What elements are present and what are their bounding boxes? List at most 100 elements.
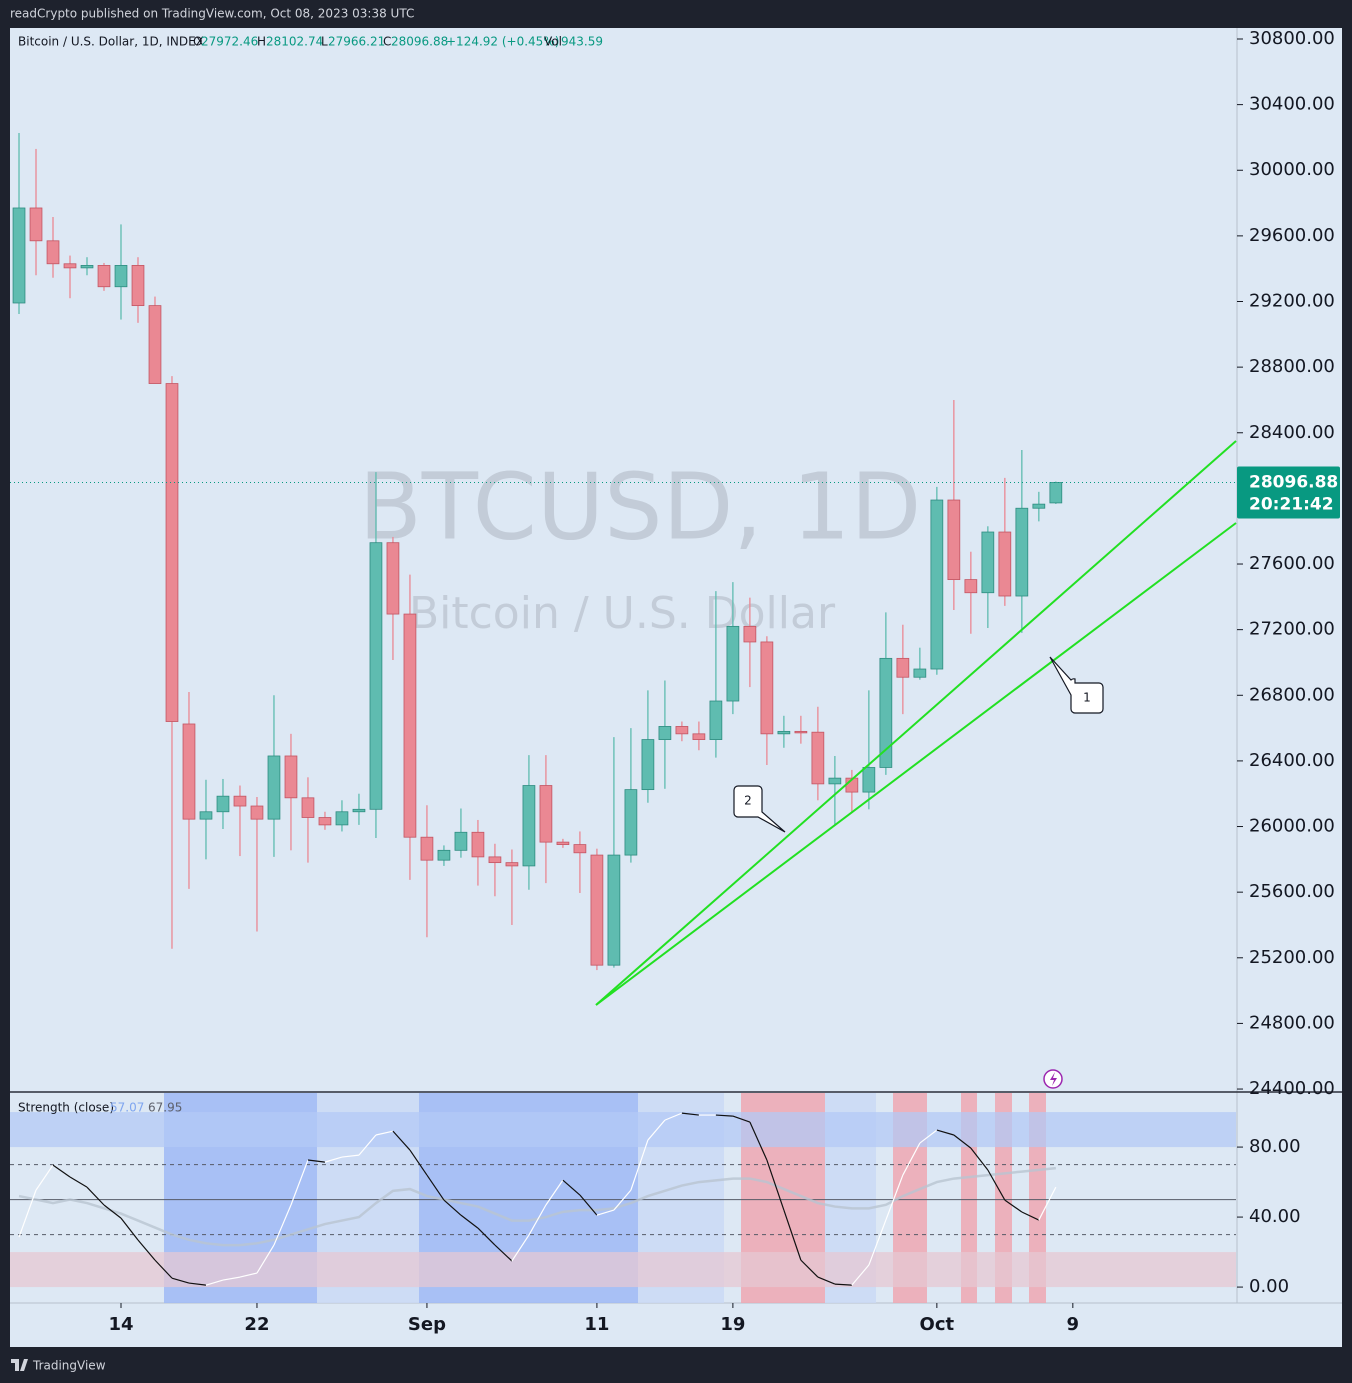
strength-segment [1038,1186,1057,1221]
band [10,1112,1236,1148]
candle-body [250,805,264,820]
strength-segment [358,1134,377,1156]
ohlc-value: 27966.21 [328,35,385,49]
x-tick-label: 11 [584,1314,609,1335]
ohlc-key: L [321,35,328,49]
strength-segment [970,1147,989,1171]
strength-segment [987,1169,1006,1201]
y-tick-label: 26800.00 [1249,684,1335,705]
trend-line [595,440,1237,1006]
x-tick-label: 14 [108,1314,133,1335]
footer-logo [11,1359,28,1371]
candle-body [488,856,502,864]
strength-segment [103,1204,122,1219]
callout-box [733,785,786,833]
y-tick-label: 29600.00 [1249,225,1335,246]
candle-body [97,265,111,288]
candle-body [1049,482,1063,504]
candle-body [913,668,927,678]
ohlc-key: H [257,35,266,49]
strength-segment [273,1204,292,1246]
symbol-label: Bitcoin / U.S. Dollar, 1D, INDEX [18,35,204,49]
candle-body [726,625,740,702]
candle-body [420,836,434,861]
candle-body [947,499,961,581]
candle-body [811,731,825,785]
strength-segment [1021,1211,1040,1221]
strength-segment [732,1115,751,1123]
y-tick-label: 26000.00 [1249,816,1335,837]
alert-icon[interactable] [1043,1069,1063,1089]
change: +124.92 (+0.45%) [446,35,559,49]
strength-segment [375,1130,394,1136]
strength-segment [494,1244,513,1262]
strength-segment [562,1179,581,1196]
candle-body [1015,507,1029,597]
alert-bolt[interactable] [1050,1072,1057,1086]
candle-body [318,817,332,826]
strength-segment [290,1159,309,1206]
candle-body [29,207,43,242]
indicator-value: 57.07 [110,1101,144,1115]
candle-body [896,657,910,678]
candle-body [964,579,978,594]
strength-segment [681,1112,699,1116]
strength-segment [579,1194,598,1216]
watermark-symbol: BTCUSD, 1D [359,453,922,560]
candle-body [556,841,570,845]
candle-body [233,795,247,807]
ohlc-key: O [193,35,202,49]
strength-segment [239,1272,258,1278]
candle-body [930,499,944,670]
y-tick-label: 29200.00 [1249,291,1335,312]
candle-body [369,542,383,810]
volume-key: Vol [544,35,562,49]
strength-segment [188,1282,207,1286]
indicator-value: 67.95 [148,1101,182,1115]
strength-segment [477,1227,496,1246]
strength-segment [715,1114,733,1117]
candle-body [879,657,893,768]
strength-segment [630,1139,649,1191]
candle-body [624,789,638,856]
x-tick-label: 9 [1067,1314,1080,1335]
footer: TradingView [11,1359,106,1373]
strength-segment [137,1239,156,1261]
strength-segment [596,1209,615,1216]
candle-body [80,265,94,269]
strength-segment [341,1154,360,1158]
strength-segment [817,1276,836,1285]
candle-body [1032,503,1046,509]
strength-segment [86,1186,105,1206]
candle-body [148,305,162,384]
strength-segment [868,1219,887,1266]
candle-body [199,811,213,820]
strength-segment [545,1179,564,1206]
y-tick-label: 26400.00 [1249,750,1335,771]
candle-body [828,777,842,785]
candle-body [658,726,672,740]
candle-body [981,531,995,594]
candle-body [437,849,451,861]
y-tick-label: 30400.00 [1249,94,1335,115]
candle-body [165,383,179,722]
trend-line [595,522,1237,1006]
footer-brand: TradingView [32,1359,106,1373]
candle-body [692,733,706,740]
strength-segment [511,1234,530,1262]
candle-body [794,730,808,734]
candle-body [216,795,230,813]
strength-segment [18,1189,37,1238]
candle-body [471,831,485,858]
strength-segment [749,1121,768,1161]
candle-body [267,755,281,820]
candle-body [998,531,1012,597]
strength-segment [460,1214,479,1229]
strength-segment [171,1277,190,1284]
ohlc-value: 28096.88 [391,35,448,49]
volume-value: 943.59 [561,35,603,49]
countdown: 20:21:42 [1249,494,1334,514]
